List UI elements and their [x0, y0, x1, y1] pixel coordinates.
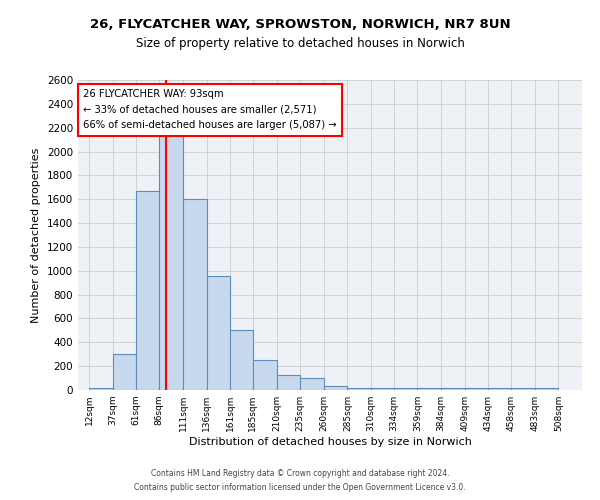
Bar — [465, 388, 488, 390]
Bar — [488, 388, 511, 390]
Bar — [183, 199, 206, 390]
Bar — [113, 354, 136, 390]
Text: Contains HM Land Registry data © Crown copyright and database right 2024.: Contains HM Land Registry data © Crown c… — [151, 468, 449, 477]
Bar — [371, 388, 394, 390]
Bar — [230, 330, 253, 390]
Bar — [394, 388, 418, 390]
Bar — [441, 388, 465, 390]
Bar — [253, 360, 277, 390]
Bar — [160, 134, 183, 390]
Bar — [418, 388, 441, 390]
Bar — [277, 375, 300, 390]
Bar — [136, 191, 160, 390]
X-axis label: Distribution of detached houses by size in Norwich: Distribution of detached houses by size … — [188, 437, 472, 447]
Bar — [535, 388, 559, 390]
Text: 26 FLYCATCHER WAY: 93sqm
← 33% of detached houses are smaller (2,571)
66% of sem: 26 FLYCATCHER WAY: 93sqm ← 33% of detach… — [83, 90, 337, 130]
Bar — [206, 276, 230, 390]
Text: Contains public sector information licensed under the Open Government Licence v3: Contains public sector information licen… — [134, 484, 466, 492]
Text: 26, FLYCATCHER WAY, SPROWSTON, NORWICH, NR7 8UN: 26, FLYCATCHER WAY, SPROWSTON, NORWICH, … — [89, 18, 511, 30]
Bar — [347, 388, 371, 390]
Bar — [511, 388, 535, 390]
Bar — [300, 378, 324, 390]
Bar — [324, 386, 347, 390]
Text: Size of property relative to detached houses in Norwich: Size of property relative to detached ho… — [136, 38, 464, 51]
Bar — [89, 388, 113, 390]
Y-axis label: Number of detached properties: Number of detached properties — [31, 148, 41, 322]
